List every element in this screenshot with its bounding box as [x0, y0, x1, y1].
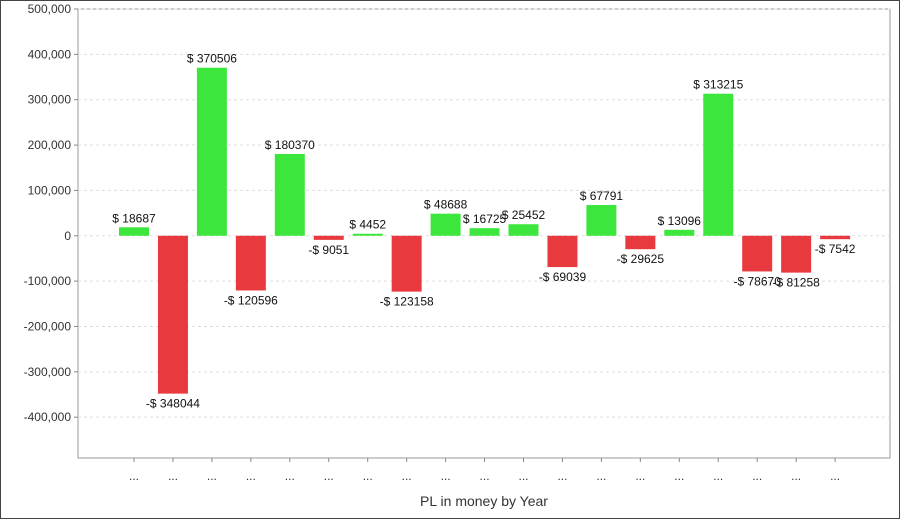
x-tick-label: ...: [713, 469, 723, 483]
data-label: -$ 348044: [146, 397, 200, 411]
data-label: $ 313215: [693, 78, 743, 92]
data-label: -$ 78670: [734, 274, 782, 288]
x-tick-label: ...: [791, 469, 801, 483]
data-label: $ 48688: [424, 198, 468, 212]
y-tick-label: -200,000: [24, 319, 72, 333]
y-tick-label: 400,000: [28, 47, 72, 61]
bar: [703, 93, 734, 236]
bar: [235, 235, 266, 291]
x-tick-label: ...: [518, 469, 528, 483]
data-label: $ 16725: [463, 212, 507, 226]
bar: [469, 228, 500, 236]
data-label: $ 370506: [187, 52, 237, 66]
data-label: -$ 120596: [224, 293, 278, 307]
x-tick-label: ...: [752, 469, 762, 483]
x-tick-label: ...: [402, 469, 412, 483]
data-label: $ 67791: [580, 189, 624, 203]
x-tick-label: ...: [168, 469, 178, 483]
bar: [742, 235, 773, 272]
y-tick-label: -100,000: [24, 274, 72, 288]
bar: [313, 235, 344, 240]
y-tick-label: 200,000: [28, 138, 72, 152]
x-tick-label: ...: [246, 469, 256, 483]
x-tick-label: ...: [830, 469, 840, 483]
data-label: -$ 7542: [815, 242, 856, 256]
data-label: -$ 81258: [772, 276, 820, 290]
x-tick-label: ...: [635, 469, 645, 483]
data-label: -$ 9051: [308, 243, 349, 257]
x-tick-label: ...: [207, 469, 217, 483]
bar: [119, 227, 149, 236]
data-label: $ 13096: [658, 214, 702, 228]
data-label: $ 18687: [112, 211, 156, 225]
data-label: $ 180370: [265, 138, 315, 152]
bar: [586, 205, 617, 236]
x-tick-label: ...: [441, 469, 451, 483]
bar: [196, 67, 227, 236]
data-label: $ 4452: [349, 218, 386, 232]
y-tick-label: 500,000: [28, 2, 72, 16]
data-label: -$ 29625: [617, 252, 665, 266]
bar: [391, 235, 422, 292]
data-label: $ 25452: [502, 208, 546, 222]
bar: [664, 229, 695, 236]
x-tick-label: ...: [324, 469, 334, 483]
bar: [430, 213, 461, 236]
x-tick-label: ...: [674, 469, 684, 483]
x-tick-label: ...: [596, 469, 606, 483]
x-tick-label: ...: [480, 469, 490, 483]
y-tick-label: 0: [64, 229, 71, 243]
bar: [274, 153, 305, 236]
data-label: -$ 123158: [380, 295, 434, 309]
bar: [625, 235, 656, 250]
bar: [352, 233, 383, 236]
y-tick-label: 300,000: [28, 93, 72, 107]
y-tick-label: -300,000: [24, 365, 72, 379]
x-tick-label: ...: [129, 469, 139, 483]
bar: [547, 235, 578, 268]
x-tick-label: ...: [285, 469, 295, 483]
x-tick-label: ...: [363, 469, 373, 483]
y-tick-label: -400,000: [24, 410, 72, 424]
y-tick-label: 100,000: [28, 183, 72, 197]
bar: [157, 235, 188, 394]
x-axis-title: PL in money by Year: [420, 493, 548, 509]
x-tick-label: ...: [557, 469, 567, 483]
bar: [508, 224, 539, 236]
data-label: -$ 69039: [539, 270, 587, 284]
bar: [820, 235, 851, 240]
bar: [781, 235, 812, 273]
